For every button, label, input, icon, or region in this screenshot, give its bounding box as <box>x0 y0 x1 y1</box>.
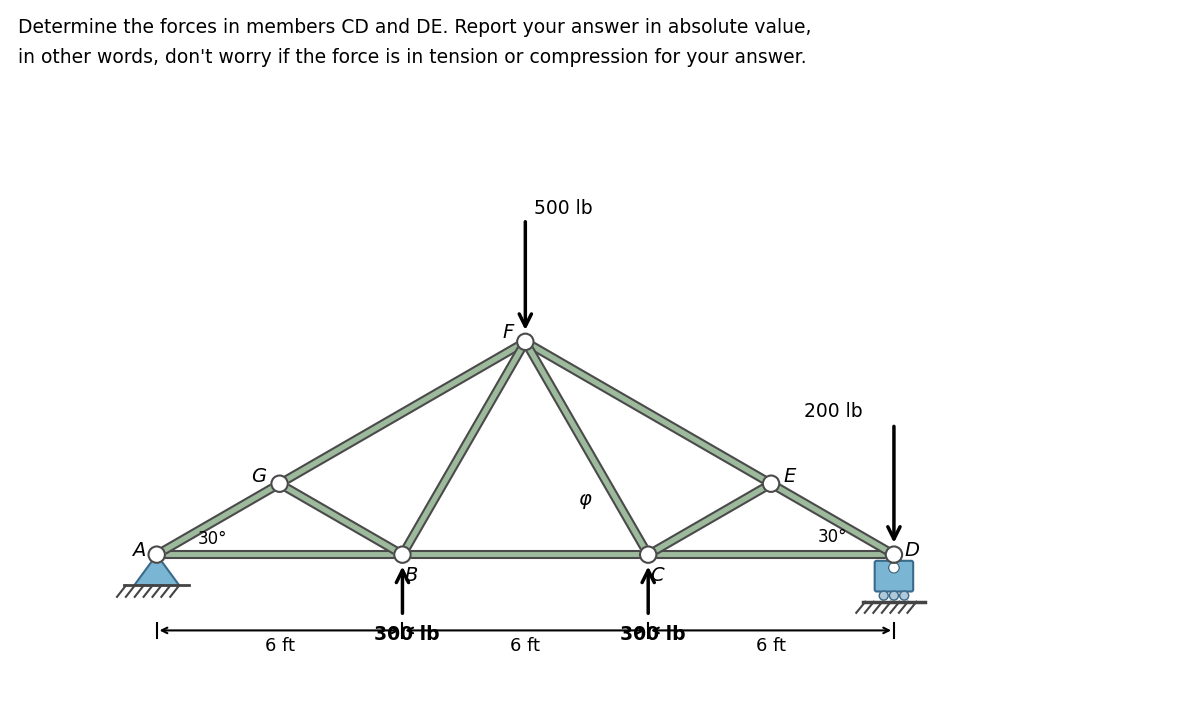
Circle shape <box>890 591 898 600</box>
Text: 300 lb: 300 lb <box>620 625 685 644</box>
Circle shape <box>148 546 165 563</box>
Polygon shape <box>646 481 773 558</box>
Text: 300 lb: 300 lb <box>374 625 439 644</box>
Circle shape <box>763 476 780 492</box>
Circle shape <box>517 334 534 350</box>
Text: Determine the forces in members CD and DE. Report your answer in absolute value,: Determine the forces in members CD and D… <box>18 18 812 37</box>
Circle shape <box>640 546 657 563</box>
Polygon shape <box>399 340 529 556</box>
Circle shape <box>899 591 909 600</box>
Polygon shape <box>278 481 405 558</box>
Circle shape <box>886 546 903 563</box>
Text: A: A <box>131 541 144 560</box>
Text: 30°: 30° <box>818 528 848 546</box>
Text: in other words, don't worry if the force is in tension or compression for your a: in other words, don't worry if the force… <box>18 48 806 68</box>
Circle shape <box>271 476 288 492</box>
Circle shape <box>888 563 899 573</box>
FancyBboxPatch shape <box>875 561 913 592</box>
Text: 30°: 30° <box>197 530 227 548</box>
Text: 6 ft: 6 ft <box>265 637 295 655</box>
Polygon shape <box>522 340 652 556</box>
Text: F: F <box>503 323 513 342</box>
Polygon shape <box>523 339 896 558</box>
Circle shape <box>879 591 888 600</box>
Polygon shape <box>155 339 528 558</box>
Text: 6 ft: 6 ft <box>510 637 541 655</box>
Circle shape <box>394 546 411 563</box>
Text: D: D <box>905 541 919 560</box>
Text: G: G <box>252 467 266 486</box>
Text: 6 ft: 6 ft <box>756 637 786 655</box>
Text: B: B <box>405 565 418 585</box>
Text: 200 lb: 200 lb <box>804 402 862 421</box>
Polygon shape <box>134 555 179 585</box>
Polygon shape <box>156 551 894 558</box>
Text: 500 lb: 500 lb <box>534 199 592 218</box>
Text: φ: φ <box>578 490 591 509</box>
Text: C: C <box>651 565 664 585</box>
Text: E: E <box>783 467 795 486</box>
